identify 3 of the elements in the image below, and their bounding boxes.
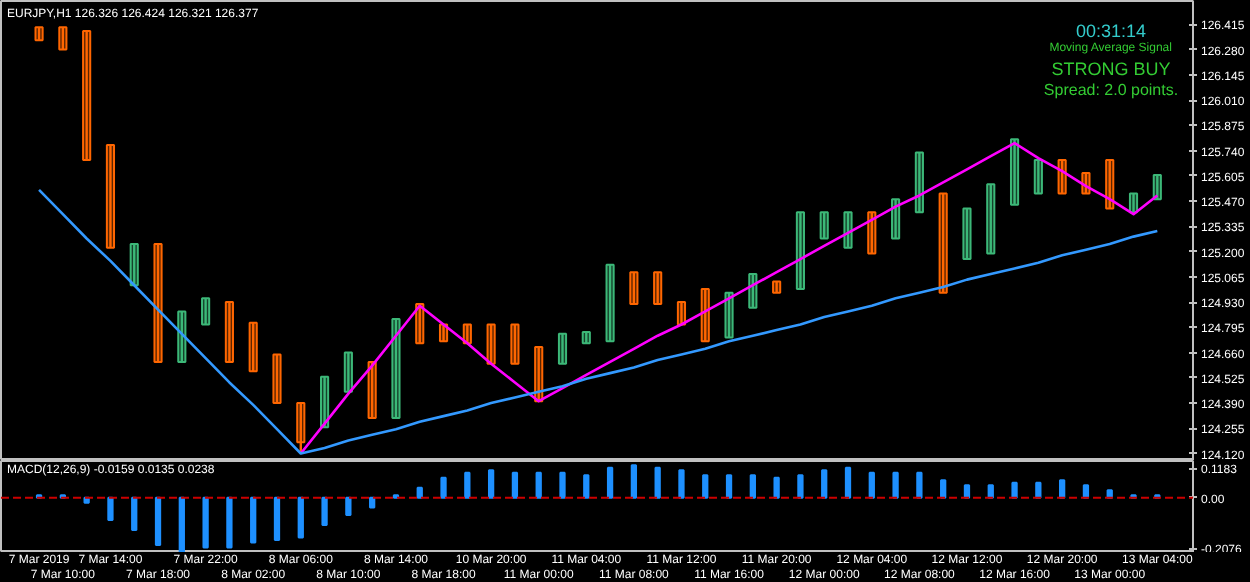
annotation: Spread: 2.0 points. (1043, 81, 1179, 99)
annotation: 00:31:14 (1075, 21, 1147, 41)
annotation: STRONG BUY (1051, 59, 1171, 79)
